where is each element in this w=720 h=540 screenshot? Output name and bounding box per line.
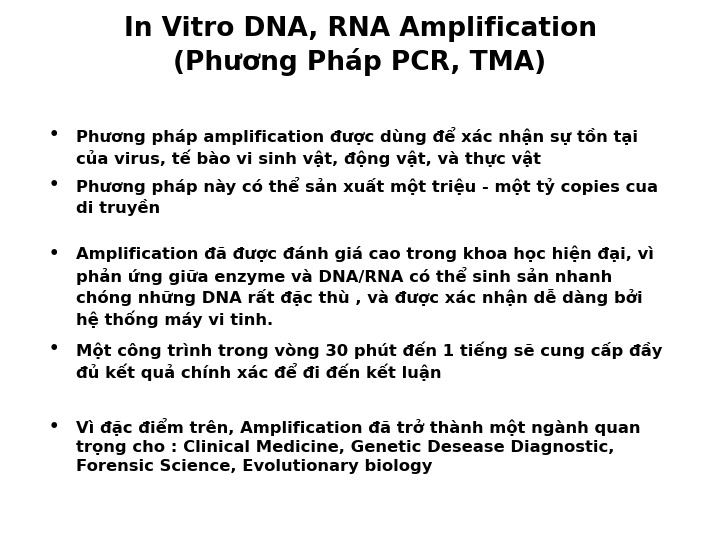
Text: Amplification đã được đánh giá cao trong khoa học hiện đại, vì
phản ứng giữa enz: Amplification đã được đánh giá cao trong… bbox=[76, 246, 654, 328]
Text: Một công trình trong vòng 30 phút đến 1 tiếng sẽ cung cấp đầy
đủ kết quả chính x: Một công trình trong vòng 30 phút đến 1 … bbox=[76, 341, 662, 381]
Text: •: • bbox=[49, 177, 59, 192]
Text: Phương pháp amplification được dùng để xác nhận sự tồn tại
của virus, tế bào vi : Phương pháp amplification được dùng để x… bbox=[76, 127, 638, 167]
Text: •: • bbox=[49, 127, 59, 142]
Text: Vì đặc điểm trên, Amplification đã trở thành một ngành quan
trọng cho : Clinical: Vì đặc điểm trên, Amplification đã trở t… bbox=[76, 418, 640, 474]
Text: •: • bbox=[49, 418, 59, 434]
Text: •: • bbox=[49, 341, 59, 356]
Text: Phương pháp này có thể sản xuất một triệu - một tỷ copies cua
di truyền: Phương pháp này có thể sản xuất một triệ… bbox=[76, 177, 657, 217]
Text: In Vitro DNA, RNA Amplification
(Phương Pháp PCR, TMA): In Vitro DNA, RNA Amplification (Phương … bbox=[124, 16, 596, 76]
Text: •: • bbox=[49, 246, 59, 261]
